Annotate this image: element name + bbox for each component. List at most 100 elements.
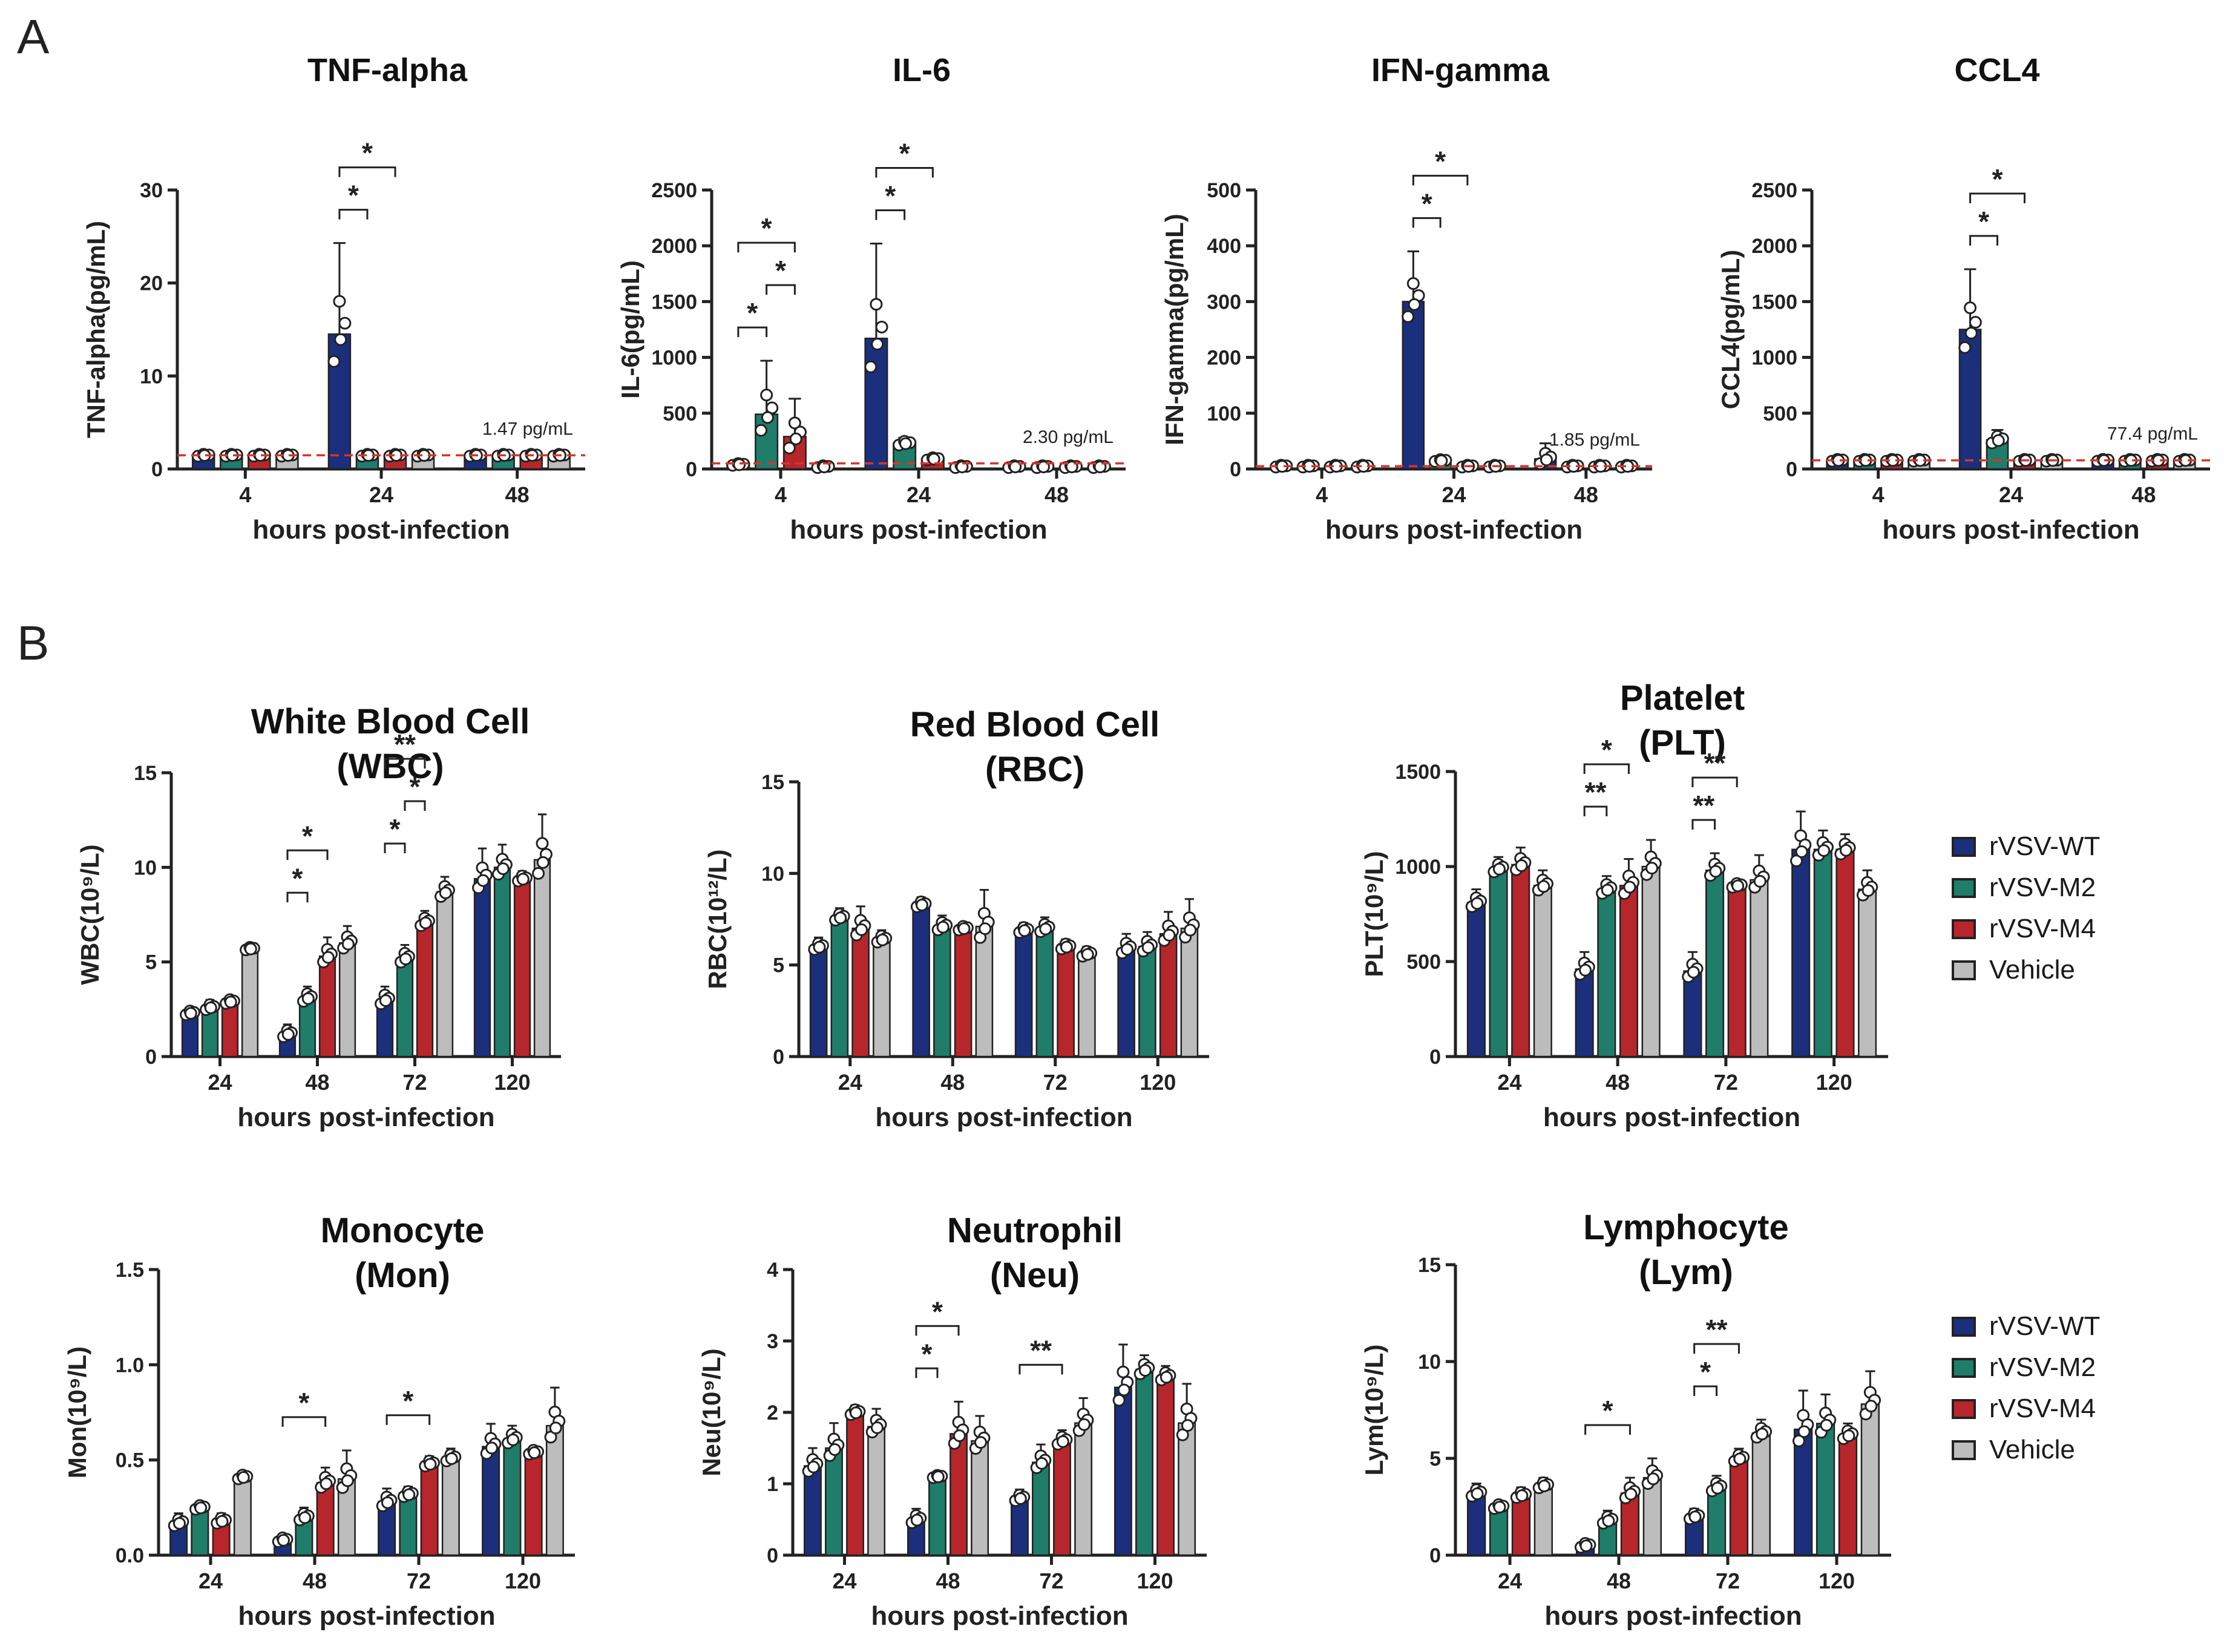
data-point <box>828 1443 841 1456</box>
y-tick-label: 500 <box>663 402 697 425</box>
data-point <box>419 916 432 929</box>
significance-bracket <box>338 166 396 177</box>
data-point <box>834 911 847 925</box>
bar <box>298 997 317 1058</box>
data-point <box>1117 1365 1130 1378</box>
data-point <box>532 867 545 880</box>
data-point <box>445 1452 458 1465</box>
bar <box>933 925 951 1058</box>
data-point <box>327 355 341 368</box>
bar <box>441 1457 460 1556</box>
significance-label: * <box>292 862 303 894</box>
bar <box>1010 1497 1029 1556</box>
bar <box>851 927 870 1058</box>
bar <box>1135 1368 1153 1556</box>
x-axis-label: hours post-infection <box>1543 1103 1800 1132</box>
data-point <box>953 1429 966 1443</box>
data-point <box>516 873 530 886</box>
y-axis-label: Mon(10⁹/L) <box>63 1346 91 1478</box>
significance-label: * <box>1992 163 2003 195</box>
significance-label: * <box>390 813 401 845</box>
data-point <box>381 1496 394 1509</box>
bar <box>1642 1477 1662 1556</box>
data-point <box>1969 316 1982 329</box>
bar <box>524 1451 543 1556</box>
significance-bracket <box>1412 174 1469 186</box>
y-tick-label: 2000 <box>651 235 697 258</box>
legend-swatch-vehicle <box>1952 960 1976 980</box>
legend-label: Vehicle <box>1989 955 2075 985</box>
y-tick-label: 0 <box>1429 1544 1441 1567</box>
y-tick-label: 1.5 <box>116 1259 144 1282</box>
bar <box>1402 301 1425 470</box>
data-point <box>1958 341 1972 354</box>
significance-label: * <box>775 255 786 286</box>
bar <box>1035 927 1054 1058</box>
significance-bracket <box>1693 1385 1718 1396</box>
x-tick-label: 4 <box>1316 482 1328 507</box>
significance-label: * <box>1700 1356 1711 1388</box>
data-point <box>334 333 347 346</box>
legend-label: rVSV-M2 <box>1989 873 2096 902</box>
x-tick-label: 24 <box>208 1070 232 1095</box>
data-point <box>1601 883 1614 897</box>
bar <box>1860 1403 1880 1556</box>
data-point <box>1687 966 1700 979</box>
bar <box>1707 1486 1727 1556</box>
legend-swatch-m4 <box>1952 919 1976 939</box>
data-point <box>379 994 392 1008</box>
x-tick-label: 120 <box>494 1070 530 1095</box>
legend-item: Vehicle <box>1952 949 2100 991</box>
y-tick-label: 2500 <box>1751 179 1797 202</box>
chart-title-line: Neutrophil <box>947 1211 1123 1250</box>
data-point <box>1862 884 1875 897</box>
legend-swatch-wt <box>1952 1316 1976 1337</box>
x-tick-label: 48 <box>1606 1070 1630 1095</box>
bar <box>1835 848 1855 1058</box>
data-point <box>1471 1487 1484 1501</box>
threshold-label: 2.30 pg/mL <box>1023 427 1114 447</box>
data-point <box>298 1511 312 1524</box>
data-point <box>813 940 826 954</box>
data-point <box>1688 1510 1702 1524</box>
x-tick-label: 24 <box>907 482 931 507</box>
data-point <box>1515 859 1528 873</box>
data-point <box>341 937 355 951</box>
data-point <box>927 453 940 466</box>
data-point <box>1402 310 1415 323</box>
bar <box>873 939 891 1058</box>
significance-bracket <box>384 758 426 769</box>
data-point <box>1056 1435 1069 1448</box>
data-point <box>301 992 315 1005</box>
data-point <box>476 874 490 887</box>
x-axis-label: hours post-infection <box>1882 515 2139 545</box>
data-point <box>875 320 888 333</box>
bar <box>316 1482 335 1556</box>
x-tick-label: 72 <box>1043 1070 1068 1095</box>
data-point <box>215 1515 229 1528</box>
bar <box>493 867 511 1058</box>
significance-label: * <box>1978 206 1989 237</box>
x-tick-label: 120 <box>505 1568 541 1593</box>
significance-label: * <box>410 771 421 802</box>
significance-bracket <box>915 1367 939 1378</box>
chart-title-line: IL-6 <box>893 52 951 88</box>
data-point <box>424 1458 437 1471</box>
bar <box>912 903 930 1058</box>
x-tick-label: 24 <box>1442 482 1466 507</box>
y-tick-label: 1500 <box>1395 761 1441 784</box>
data-point <box>1081 948 1094 961</box>
data-point <box>485 1441 498 1455</box>
bar <box>1575 968 1594 1058</box>
bar <box>825 1447 843 1556</box>
data-point <box>789 432 802 445</box>
y-tick-label: 500 <box>1406 951 1441 974</box>
x-tick-label: 48 <box>305 1070 329 1095</box>
data-point <box>871 338 884 351</box>
x-axis-label: hours post-infection <box>238 1601 495 1631</box>
x-tick-label: 120 <box>1137 1568 1173 1593</box>
y-tick-label: 4 <box>767 1259 778 1282</box>
data-point <box>1039 922 1052 936</box>
y-tick-label: 100 <box>1207 402 1241 425</box>
